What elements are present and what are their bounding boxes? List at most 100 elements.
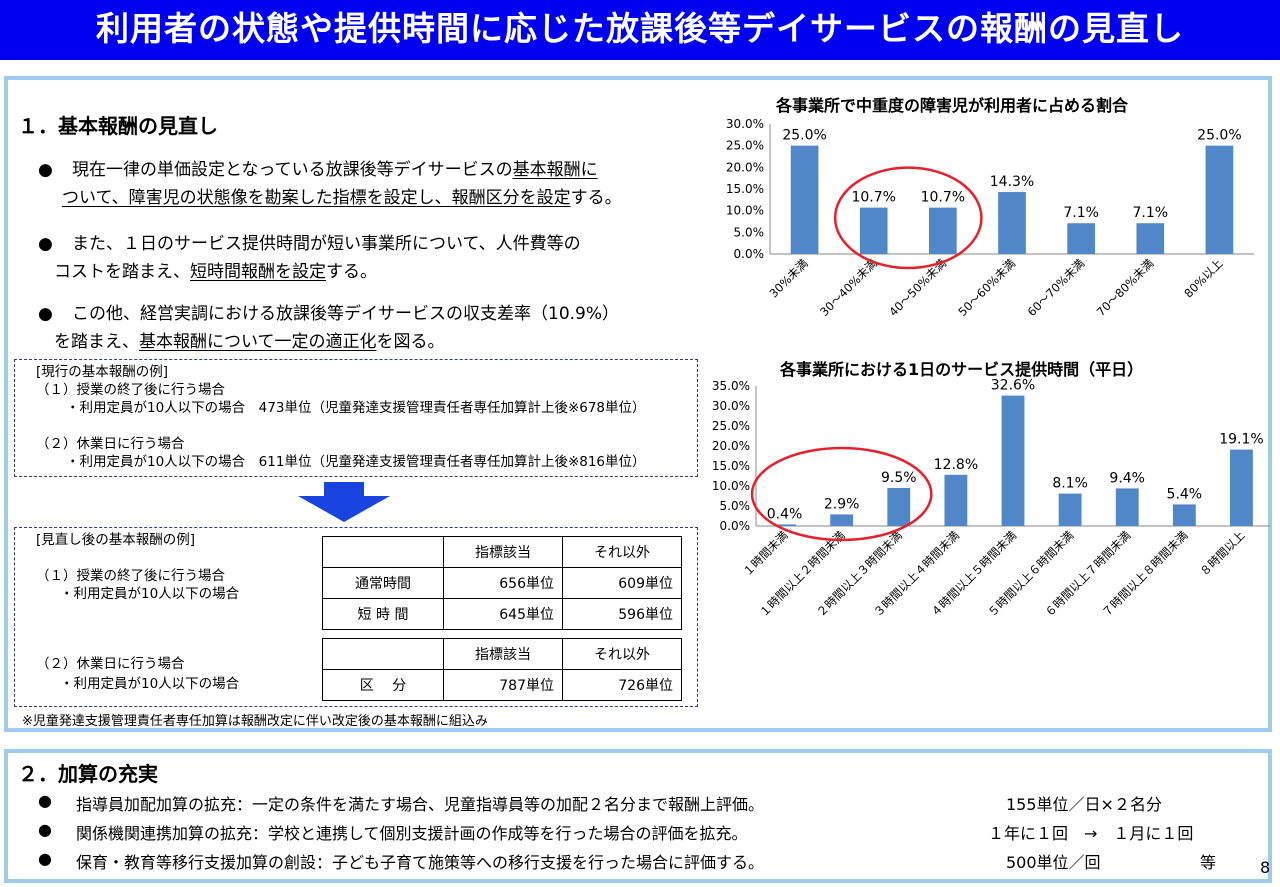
bar xyxy=(1230,449,1253,526)
revised-case-2-detail: ・利用定員が10人以下の場合 xyxy=(60,676,240,692)
table-header-row: 指標該当 それ以外 xyxy=(322,536,682,568)
bar xyxy=(998,192,1026,254)
highlight-ellipse xyxy=(750,446,933,542)
title-bar: 利用者の状態や提供時間に応じた放課後等デイサービスの報酬の見直し xyxy=(0,0,1280,60)
y-tick-label: 5.0% xyxy=(720,499,751,513)
col-indicator: 指標該当 xyxy=(443,536,563,568)
other-value: 596単位 xyxy=(562,598,682,630)
bullet-2-text-2: コストを踏まえ、 xyxy=(54,262,190,282)
data-label: 32.6% xyxy=(991,378,1035,394)
bar xyxy=(1136,223,1165,254)
data-label: 14.3% xyxy=(990,174,1034,190)
current-case-2-title: （２）休業日に行う場合 xyxy=(36,436,185,452)
bar xyxy=(773,524,796,526)
revised-case-1-title: （１）授業の終了後に行う場合 xyxy=(36,568,225,584)
revised-fee-box xyxy=(14,527,698,707)
y-tick-label: 20.0% xyxy=(712,439,750,453)
bar xyxy=(1058,493,1082,526)
col-other: それ以外 xyxy=(562,638,682,670)
table-row: 通常時間 656単位 609単位 xyxy=(322,567,682,599)
highlight-ellipse xyxy=(833,166,983,270)
section1-panel xyxy=(4,76,1272,732)
bar xyxy=(1205,145,1234,254)
bullet-1-text-2: する。 xyxy=(570,188,622,208)
table-row: 短 時 間 645単位 596単位 xyxy=(322,598,682,630)
bullet-2-underlined: 短時間報酬を設定 xyxy=(190,262,326,282)
x-tick-label: 30～40%未満 xyxy=(817,256,880,319)
current-case-1-detail: ・利用定員が10人以下の場合 473単位（児童発達支援管理責任者専任加算計上後※… xyxy=(66,400,646,416)
x-tick-label: 30%未満 xyxy=(766,256,810,300)
bar xyxy=(830,514,854,526)
col-indicator: 指標該当 xyxy=(443,638,563,670)
bar xyxy=(1067,223,1095,254)
data-label: 10.7% xyxy=(851,190,895,206)
bar xyxy=(1001,395,1025,526)
addition-value-3: 500単位／回 xyxy=(1006,853,1101,872)
chart-2-service-hours: 0.0% 5.0% 10.0% 15.0% 20.0% 25.0% 30.0% 35.0% 0.… xyxy=(712,378,1270,619)
x-tick-label: 80%以上 xyxy=(1181,256,1225,300)
revised-fee-table-1: 指標該当 それ以外 通常時間 656単位 609単位 短 時 間 645単位 5… xyxy=(322,536,682,630)
data-label: 12.8% xyxy=(934,457,978,473)
footnote: ※児童発達支援管理責任者専任加算は報酬改定に伴い改定後の基本報酬に組込み xyxy=(22,714,488,729)
y-tick-label: 10.0% xyxy=(726,204,764,218)
etc-label: 等 xyxy=(1200,853,1217,872)
current-fee-box xyxy=(14,359,698,477)
col-other: それ以外 xyxy=(562,536,682,568)
bullet-3-text: この他、経営実調における放課後等デイサービスの収支差率（10.9%） xyxy=(72,304,620,324)
y-tick-label: 25.0% xyxy=(712,419,750,433)
row-label: 通常時間 xyxy=(322,567,444,599)
bullet-dot: ● xyxy=(38,849,52,868)
x-tick-label: 70～80%未満 xyxy=(1094,256,1157,319)
bullet-2-text-3: する。 xyxy=(326,262,377,282)
bar xyxy=(944,474,968,526)
bullet-2-text: また、１日のサービス提供時間が短い事業所について、人件費等の xyxy=(72,234,581,254)
other-value: 609単位 xyxy=(562,567,682,599)
revised-heading: [見直し後の基本報酬の例] xyxy=(36,532,196,548)
revised-fee-table-2: 指標該当 それ以外 区 分 787単位 726単位 xyxy=(322,638,682,701)
bullet-dot: ● xyxy=(38,234,53,254)
table-corner-cell xyxy=(322,638,444,670)
bullet-dot: ● xyxy=(38,160,53,180)
bullet-1-underlined: 基本報酬に xyxy=(512,160,598,180)
bullet-3-text-3: を図る。 xyxy=(376,332,445,352)
chart-1-title: 各事業所で中重度の障害児が利用者に占める割合 xyxy=(776,96,1129,115)
bar xyxy=(929,207,957,254)
y-tick-label: 15.0% xyxy=(712,459,750,473)
data-label: 8.1% xyxy=(1052,476,1088,492)
page-title: 利用者の状態や提供時間に応じた放課後等デイサービスの報酬の見直し xyxy=(96,9,1184,48)
y-tick-label: 0.0% xyxy=(734,247,765,261)
chart-2-title: 各事業所における1日のサービス提供時間（平日） xyxy=(780,360,1144,379)
indicator-value: 656単位 xyxy=(443,567,563,599)
addition-value-1: 155単位／日×２名分 xyxy=(1006,795,1162,814)
revised-case-1-detail: ・利用定員が10人以下の場合 xyxy=(60,586,240,602)
current-heading: [現行の基本報酬の例] xyxy=(36,364,169,380)
chart-1-occupancy: 0.0% 5.0% 10.0% 15.0% 20.0% 25.0% 30.0% 25.0% 30… xyxy=(726,117,1254,319)
y-tick-label: 35.0% xyxy=(712,379,750,393)
indicator-value: 645単位 xyxy=(443,598,563,630)
revised-case-2-title: （２）休業日に行う場合 xyxy=(36,656,185,672)
table-row: 区 分 787単位 726単位 xyxy=(322,669,682,701)
bullet-dot: ● xyxy=(38,820,52,839)
y-tick-label: 30.0% xyxy=(712,399,750,413)
data-label: 25.0% xyxy=(1197,128,1241,144)
bar xyxy=(1115,488,1139,526)
x-tick-label: 60～70%未満 xyxy=(1025,256,1088,319)
bullet-dot: ● xyxy=(38,791,52,810)
x-tick-label: 40～50%未満 xyxy=(886,256,949,319)
y-tick-label: 20.0% xyxy=(726,160,764,174)
data-label: 9.4% xyxy=(1109,470,1145,486)
y-tick-label: 25.0% xyxy=(726,139,764,153)
bar xyxy=(859,207,888,254)
other-value: 726単位 xyxy=(562,669,682,701)
bullet-3-underlined: 基本報酬について一定の適正化 xyxy=(139,332,377,352)
addition-value-2: １年に１回 → １月に１回 xyxy=(988,824,1194,843)
addition-item-1: 指導員加配加算の拡充：一定の条件を満たす場合、児童指導員等の加配２名分まで報酬上… xyxy=(76,795,765,814)
bullet-3-text-2: を踏まえ、 xyxy=(54,332,139,352)
current-case-2-detail: ・利用定員が10人以下の場合 611単位（児童発達支援管理責任者専任加算計上後※… xyxy=(66,454,646,470)
data-label: 10.7% xyxy=(921,190,965,206)
current-case-1-title: （１）授業の終了後に行う場合 xyxy=(36,382,225,398)
data-label: 25.0% xyxy=(782,128,826,144)
y-tick-label: 30.0% xyxy=(726,117,764,131)
x-tick-label: ８時間以上 xyxy=(1197,528,1248,579)
section2-heading: ２．加算の充実 xyxy=(18,762,158,786)
